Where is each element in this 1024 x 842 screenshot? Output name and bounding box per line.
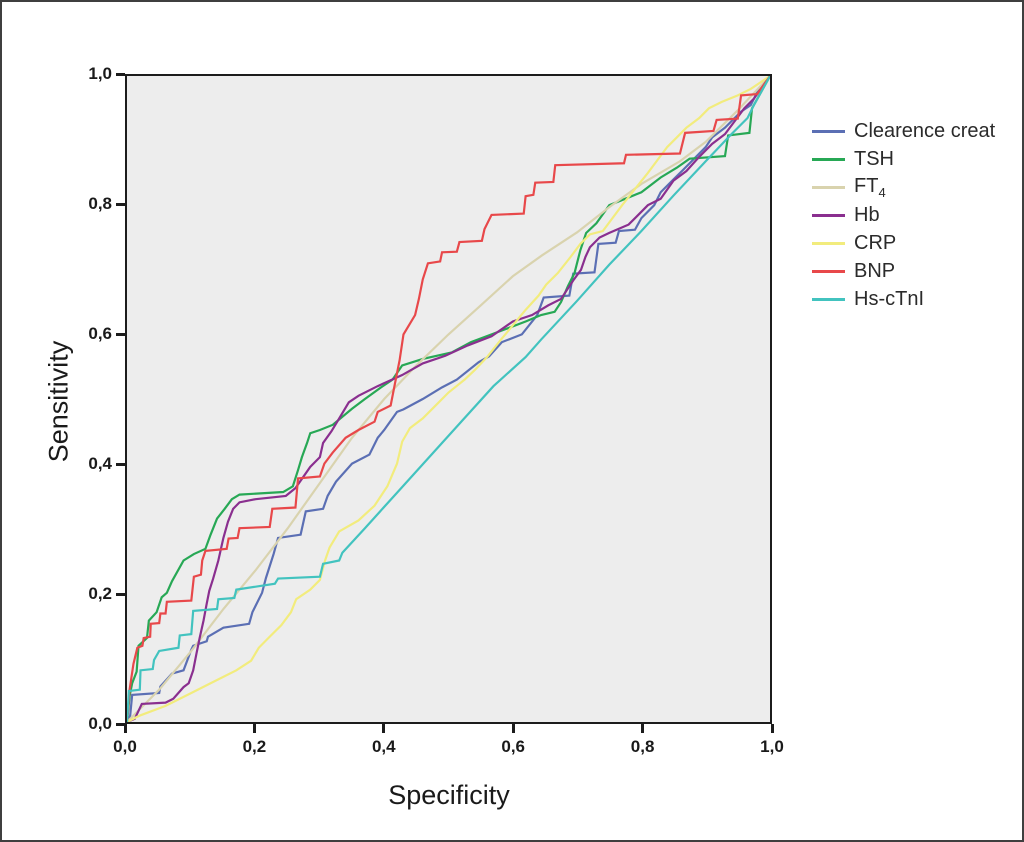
- y-tick-mark: [116, 592, 125, 596]
- legend-item-bnp: BNP: [812, 257, 995, 285]
- legend: Clearence creat TSH FT4 Hb CRP BNP Hs-cTnI: [812, 117, 995, 313]
- legend-swatch: [812, 297, 845, 301]
- y-tick-mark: [116, 332, 125, 336]
- x-tick-mark: [252, 724, 256, 733]
- roc-curve-ft4: [127, 76, 770, 722]
- legend-item-clearence-creat: Clearence creat: [812, 117, 995, 145]
- roc-curve-crp: [127, 76, 770, 722]
- y-tick-label: 0,4: [88, 454, 112, 473]
- roc-curve-clearence-creat: [127, 76, 770, 722]
- legend-swatch: [812, 213, 845, 217]
- legend-item-tsh: TSH: [812, 145, 995, 173]
- y-tick-label: 0,6: [88, 324, 112, 343]
- roc-curve-tsh: [127, 76, 770, 722]
- x-tick-mark: [123, 724, 127, 733]
- legend-label: BNP: [854, 259, 896, 282]
- legend-swatch: [812, 185, 845, 189]
- legend-label-subscript: 4: [878, 184, 886, 200]
- legend-item-crp: CRP: [812, 229, 995, 257]
- x-tick-mark: [641, 724, 645, 733]
- roc-curve-hb: [127, 76, 770, 722]
- y-tick-mark: [116, 202, 125, 206]
- y-tick-mark: [116, 462, 125, 466]
- y-tick-label: 1,0: [88, 64, 112, 83]
- legend-label: TSH: [854, 147, 894, 170]
- x-tick-label: 0,6: [501, 737, 525, 756]
- x-tick-mark: [511, 724, 515, 733]
- y-tick-mark: [116, 72, 125, 76]
- x-tick-mark: [770, 724, 774, 733]
- y-tick-mark: [116, 722, 125, 726]
- x-tick-label: 0,8: [630, 737, 655, 756]
- legend-item-hs-ctni: Hs-cTnI: [812, 285, 995, 313]
- x-tick-label: 0,0: [113, 737, 137, 756]
- x-tick-label: 0,4: [371, 737, 396, 756]
- roc-curve-hs-ctni: [127, 76, 770, 722]
- y-tick-label: 0,8: [88, 194, 112, 213]
- legend-label: Clearence creat: [854, 119, 996, 142]
- x-axis-title: Specificity: [388, 780, 510, 810]
- legend-swatch: [812, 241, 845, 245]
- legend-swatch: [812, 157, 845, 161]
- y-tick-label: 0,0: [88, 714, 112, 733]
- legend-item-ft4: FT4: [812, 173, 995, 201]
- legend-swatch: [812, 129, 845, 133]
- x-tick-label: 1,0: [760, 737, 784, 756]
- legend-label: Hb: [854, 203, 880, 226]
- roc-curves-svg: [127, 76, 770, 722]
- legend-label: Hs-cTnI: [854, 287, 924, 310]
- x-tick-mark: [382, 724, 386, 733]
- roc-curve-bnp: [127, 76, 770, 722]
- y-tick-label: 0,2: [88, 584, 112, 603]
- legend-swatch: [812, 269, 845, 273]
- legend-item-hb: Hb: [812, 201, 995, 229]
- y-axis-title: Sensitivity: [43, 340, 74, 463]
- legend-label: FT4: [854, 174, 886, 200]
- plot-area: [125, 74, 772, 724]
- legend-label: CRP: [854, 231, 897, 254]
- x-tick-label: 0,2: [242, 737, 267, 756]
